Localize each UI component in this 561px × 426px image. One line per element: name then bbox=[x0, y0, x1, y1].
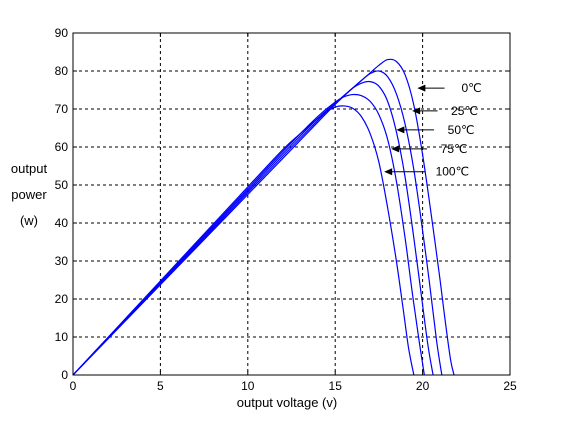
y-tick-label: 70 bbox=[55, 102, 69, 116]
y-axis-label-line-3: (w) bbox=[20, 213, 38, 228]
annotation-label: 100℃ bbox=[436, 165, 470, 179]
series-line-1 bbox=[72, 70, 443, 376]
plot-frame bbox=[72, 32, 511, 376]
grid bbox=[73, 33, 510, 375]
x-tick-label: 10 bbox=[241, 379, 255, 393]
y-tick-label: 50 bbox=[55, 178, 69, 192]
annotation-label: 0℃ bbox=[461, 81, 481, 95]
y-tick-label: 90 bbox=[55, 26, 69, 40]
y-tick-label: 60 bbox=[55, 140, 69, 154]
annotation-label: 25℃ bbox=[451, 104, 478, 118]
x-axis-label: output voltage (v) bbox=[237, 395, 337, 410]
annotation-arrowhead bbox=[384, 168, 393, 176]
ticks: 0 5 10 15 20 25 0 10 20 30 40 50 60 70 80 90 bbox=[55, 26, 517, 393]
y-axis-label-line-1: output bbox=[11, 161, 48, 176]
annotation-label: 50℃ bbox=[448, 123, 475, 137]
y-tick-label: 10 bbox=[55, 330, 69, 344]
x-tick-label: 20 bbox=[416, 379, 430, 393]
series-group bbox=[72, 58, 455, 376]
y-tick-label: 80 bbox=[55, 64, 69, 78]
x-tick-label: 0 bbox=[70, 379, 77, 393]
annotation-arrowhead bbox=[412, 107, 421, 115]
y-tick-label: 40 bbox=[55, 216, 69, 230]
series-line-2 bbox=[72, 80, 434, 376]
x-tick-label: 5 bbox=[157, 379, 164, 393]
annotation-arrowhead bbox=[391, 145, 400, 153]
annotation-arrowhead bbox=[417, 84, 426, 92]
annotations: 0℃ 25℃ 50℃ 75℃ 100℃ bbox=[384, 81, 482, 179]
series-line-4 bbox=[72, 105, 415, 376]
annotation-label: 75℃ bbox=[441, 142, 468, 156]
x-tick-label: 25 bbox=[503, 379, 517, 393]
y-tick-label: 0 bbox=[61, 368, 68, 382]
y-tick-label: 30 bbox=[55, 254, 69, 268]
series-line-3 bbox=[72, 93, 425, 376]
y-tick-label: 20 bbox=[55, 292, 69, 306]
annotation-arrowhead bbox=[396, 126, 405, 134]
x-tick-label: 15 bbox=[329, 379, 343, 393]
series-line-0 bbox=[72, 58, 455, 376]
y-axis-label-line-2: power bbox=[11, 187, 47, 202]
